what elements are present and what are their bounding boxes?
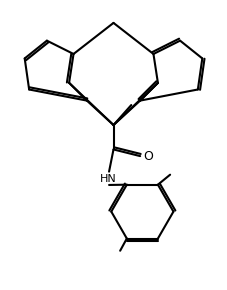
Text: O: O [143, 150, 153, 163]
Text: HN: HN [100, 174, 116, 184]
